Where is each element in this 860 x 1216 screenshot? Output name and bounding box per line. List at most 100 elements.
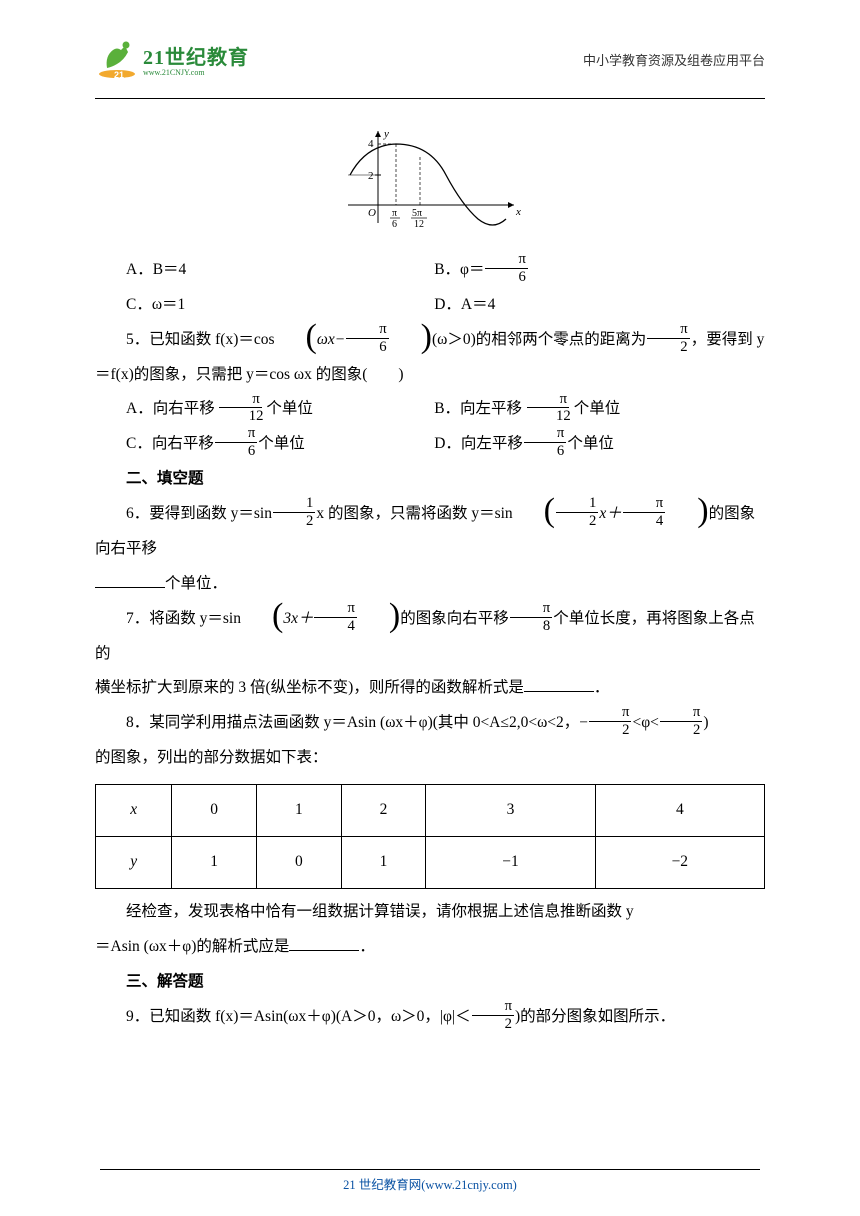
fraction: π6 [346,322,388,354]
q5-opt-a: A．向右平移π12个单位 [95,392,403,427]
q4-opt-b-prefix: B．φ＝ [434,261,484,278]
frac-num: π [314,601,356,618]
q4-opt-d: D．A＝4 [403,288,711,323]
header-divider [95,98,765,99]
frac-den: 2 [660,722,702,738]
table-cell: 0 [172,785,257,837]
svg-text:6: 6 [392,219,397,230]
frac-den: 8 [510,618,552,634]
table-cell: 0 [257,837,342,889]
q5-mid2: ，要得到 y [691,331,765,348]
q8-prefix: 8．某同学利用描点法画函数 y＝Asin (ωx＋φ)(其中 0<A≤2,0<ω… [126,714,588,731]
header-right-text: 中小学教育资源及组卷应用平台 [583,50,765,69]
table-cell: y [96,837,172,889]
fraction: π2 [647,322,689,354]
frac-den: 2 [647,339,689,355]
q6-mid1: x 的图象，只需将函数 y＝sin [316,505,512,522]
frac-num: π [660,705,702,722]
opt-suffix: 个单位 [258,435,305,452]
table-cell: x [96,785,172,837]
content-area: y x O 4 2 π 6 5π 12 A．B＝4 [95,123,765,1035]
frac-den: 6 [346,339,388,355]
q5-opt-b: B．向左平移π12个单位 [403,392,711,427]
q8-after2-prefix: ＝Asin (ωx＋φ)的解析式应是 [95,938,289,955]
q6-prefix: 6．要得到函数 y＝sin [126,505,272,522]
svg-text:5π: 5π [412,208,422,219]
sine-graph: y x O 4 2 π 6 5π 12 [338,123,523,233]
table-cell: 3 [426,785,595,837]
q6-line2-suffix: 个单位． [165,575,227,592]
fraction: π6 [524,426,566,458]
fraction: π2 [660,705,702,737]
q6-line2: 个单位． [95,567,765,602]
q8-after2: ＝Asin (ωx＋φ)的解析式应是． [95,930,765,965]
section2-title: 二、填空题 [95,462,765,497]
q8-line1: 8．某同学利用描点法画函数 y＝Asin (ωx＋φ)(其中 0<A≤2,0<ω… [95,706,765,741]
q8-line2: 的图象，列出的部分数据如下表： [95,741,765,776]
frac-den: 2 [273,513,315,529]
q7-mid1: 的图象向右平移 [400,610,509,627]
frac-num: π [346,322,388,339]
q5-mid1: (ω＞0)的相邻两个零点的距离为 [432,331,646,348]
opt-suffix: 个单位 [266,400,313,417]
fraction: π2 [472,999,514,1031]
svg-text:2: 2 [368,170,374,182]
q4-opt-c-text: C．ω＝1 [126,296,185,313]
q5-prefix: 5．已知函数 f(x)＝cos [126,331,275,348]
q7-line1: 7．将函数 y＝sin(3x＋π4)的图象向右平移π8个单位长度，再将图象上各点… [95,602,765,672]
fraction: π12 [216,392,266,424]
fraction: π4 [314,601,356,633]
opt-suffix: 个单位 [574,400,621,417]
q5-line1: 5．已知函数 f(x)＝cos(ωx−π6)(ω＞0)的相邻两个零点的距离为π2… [95,323,765,358]
q8-after1: 经检查，发现表格中恰有一组数据计算错误，请你根据上述信息推断函数 y [95,895,765,930]
frac-num: π [510,601,552,618]
table-row: x 0 1 2 3 4 [96,785,765,837]
frac-num: 1 [556,496,598,513]
fraction: π2 [589,705,631,737]
frac-num: 1 [273,496,315,513]
footer-divider [100,1169,760,1170]
fraction: π6 [485,252,527,284]
q4-graph: y x O 4 2 π 6 5π 12 [95,123,765,247]
q9-line: 9．已知函数 f(x)＝Asin(ωx＋φ)(A＞0，ω＞0，|φ|＜π2)的部… [95,1000,765,1035]
svg-text:O: O [368,207,376,219]
frac-num: π [485,252,527,269]
q7-arg-prefix: 3x＋ [283,610,313,627]
frac-num: π [215,426,257,443]
logo-icon: 21 [95,38,139,80]
q6-arg-mid: x＋ [599,505,621,522]
q4-opt-b: B．φ＝π6 [403,253,711,288]
q5-options-row1: A．向右平移π12个单位 B．向左平移π12个单位 [95,392,765,427]
q4-opt-a: A．B＝4 [95,253,403,288]
logo-url: www.21CNJY.com [143,68,249,77]
frac-num: π [472,999,514,1016]
frac-num: π [647,322,689,339]
svg-text:π: π [392,208,397,219]
table-cell: 1 [257,785,342,837]
q5-line2: ＝f(x)的图象，只需把 y＝cos ωx 的图象( ) [95,358,765,393]
logo-text-cn: 21世纪教育 [143,47,249,69]
q8-mid: <φ< [632,714,658,731]
frac-num: π [589,705,631,722]
q5-opt-c: C．向右平移π6个单位 [95,427,403,462]
fraction: π8 [510,601,552,633]
opt-prefix: C．向右平移 [126,435,214,452]
opt-prefix: D．向左平移 [434,435,523,452]
frac-den: 6 [524,443,566,459]
frac-den: 12 [523,408,573,424]
q5-arg-prefix: ωx− [317,331,345,348]
svg-text:21: 21 [114,70,124,80]
frac-den: 2 [589,722,631,738]
q9-prefix: 9．已知函数 f(x)＝Asin(ωx＋φ)(A＞0，ω＞0，|φ|＜ [126,1008,471,1025]
svg-text:y: y [383,128,389,140]
fraction: π12 [523,392,573,424]
fill-blank [524,677,594,693]
frac-den: 2 [556,513,598,529]
svg-text:4: 4 [368,138,374,150]
opt-suffix: 个单位 [567,435,614,452]
opt-prefix: B．向左平移 [434,400,522,417]
frac-num: π [524,426,566,443]
svg-text:x: x [515,206,521,218]
section3-title: 三、解答题 [95,965,765,1000]
fill-blank [95,572,165,588]
